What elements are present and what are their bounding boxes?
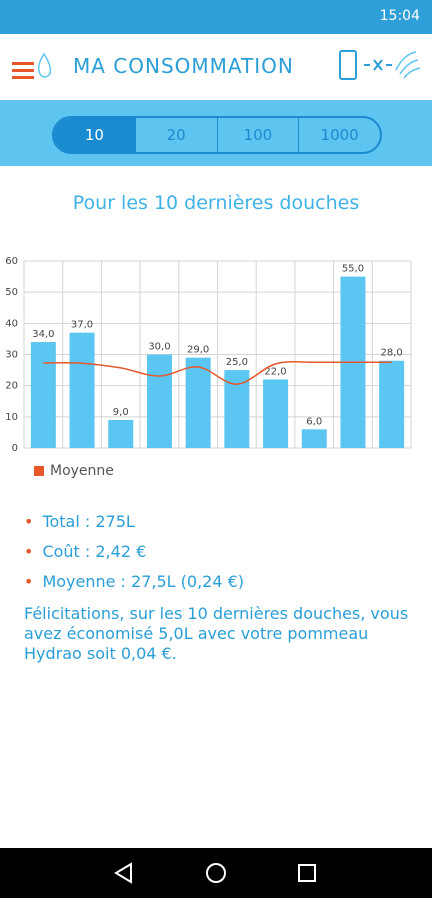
legend-swatch (34, 466, 44, 476)
data-label: 29,0 (187, 345, 209, 356)
home-button[interactable] (206, 863, 226, 883)
average-line (43, 361, 392, 385)
clock: 15:04 (379, 8, 420, 24)
chart: 0 10 20 30 40 50 60 34,0 37,0 9,0 30,0 29,0 25,0 22,0… (5, 256, 412, 479)
y-tick-label: 0 (12, 443, 18, 454)
tab[interactable]: 20 (134, 118, 217, 152)
message: Félicitations, sur les 10 dernières douc… (24, 604, 409, 663)
nav-icons (114, 862, 316, 884)
bar (108, 419, 134, 448)
bar (146, 354, 172, 448)
y-tick-label: 50 (5, 287, 18, 298)
back-button[interactable] (114, 862, 132, 884)
status-bar: 15:04 (0, 0, 432, 34)
menu-icon[interactable] (10, 52, 60, 86)
header: MA CONSOMMATION (0, 34, 432, 100)
bar (69, 332, 95, 448)
data-label: 55,0 (342, 264, 364, 275)
data-label: 28,0 (381, 348, 403, 359)
summary: Total : 275L Coût : 2,42 € Moyenne : 27,… (24, 512, 424, 664)
data-label: 30,0 (148, 342, 170, 353)
page-title: MA CONSOMMATION (73, 54, 294, 78)
navigation-bar (0, 848, 432, 898)
summary-item: Coût : 2,42 € (24, 542, 424, 572)
tab[interactable]: 10 (54, 118, 135, 152)
bar (379, 360, 405, 448)
device-icon[interactable] (338, 48, 422, 84)
tab[interactable]: 1000 (298, 118, 380, 152)
recents-button[interactable] (298, 864, 316, 882)
y-tick-label: 30 (5, 350, 18, 361)
legend-label: Moyenne (50, 463, 114, 479)
chart-title: Pour les 10 dernières douches (72, 192, 360, 214)
data-label: 34,0 (32, 329, 54, 340)
data-label: 22,0 (264, 366, 286, 377)
bar (301, 429, 327, 448)
y-tick-label: 10 (5, 412, 18, 423)
data-label: 25,0 (226, 357, 248, 368)
data-label: 37,0 (71, 320, 93, 331)
summary-item: Moyenne : 27,5L (0,24 €) (24, 572, 424, 602)
bar (263, 379, 289, 448)
data-label: 9,0 (113, 407, 129, 418)
bar (185, 357, 211, 448)
tab-band: 10 20 100 1000 (0, 100, 432, 166)
data-label: 6,0 (306, 416, 322, 427)
y-tick-label: 20 (5, 381, 18, 392)
segmented-control: 10 20 100 1000 (52, 116, 382, 154)
summary-item: Total : 275L (24, 512, 424, 542)
y-tick-label: 40 (5, 318, 18, 329)
bar (30, 342, 56, 448)
y-tick-label: 60 (5, 256, 18, 267)
tab[interactable]: 100 (216, 118, 299, 152)
